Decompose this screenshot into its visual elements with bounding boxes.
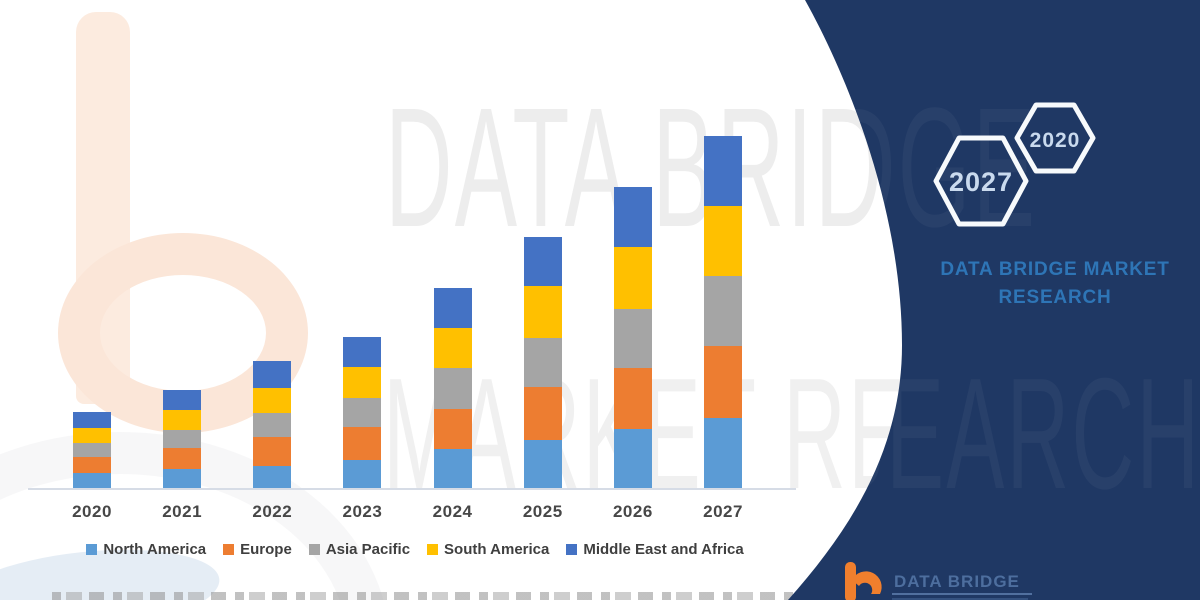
bar-segment-middle-east-and-africa [253,361,292,388]
legend-swatch-icon [223,544,235,555]
bar-segment-europe [523,387,562,440]
x-label-2024: 2024 [432,502,473,521]
x-label-2020: 2020 [72,502,112,521]
legend-swatch-icon [308,544,320,555]
bar-segment-asia-pacific [613,309,652,368]
bar-segment-south-america [704,206,743,276]
bar-segment-asia-pacific [73,443,111,457]
hexagon-2020-icon [1014,102,1096,174]
brand-name-line1: DATA BRIDGE MARKET [940,259,1170,280]
bar-2021 [163,390,202,488]
legend-item-asia-pacific: Asia Pacific [308,541,411,558]
bar-2023 [343,337,382,488]
bar-segment-north-america [523,440,562,488]
footer-logo-cropped-row [892,598,1028,600]
bar-segment-middle-east-and-africa [163,390,202,410]
x-label-2025: 2025 [522,502,563,521]
bar-2025 [523,237,562,488]
x-label-2027: 2027 [703,502,743,521]
bar-segment-north-america [433,449,472,488]
bar-segment-middle-east-and-africa [433,288,472,328]
bar-segment-europe [343,427,382,460]
legend-swatch-icon [86,544,98,555]
legend-label: South America [444,541,550,558]
brand-name-line2: RESEARCH [998,286,1112,308]
bar-segment-south-america [253,388,292,413]
bar-segment-middle-east-and-africa [343,337,382,367]
bar-segment-europe [704,346,743,418]
legend-swatch-icon [427,544,439,555]
bar-segment-europe [73,457,111,473]
bar-segment-north-america [343,460,382,488]
bar-segment-asia-pacific [523,338,562,387]
hexagon-2020-label: 2020 [1030,129,1081,152]
legend-item-south-america: South America [427,541,549,558]
bar-segment-south-america [433,328,472,368]
x-label-2023: 2023 [342,502,383,521]
bar-2024 [433,288,472,488]
footer-logo-b-icon [845,562,882,600]
bar-segment-south-america [613,247,652,309]
bar-segment-south-america [343,367,382,398]
brand-name-block: DATA BRIDGE MARKET RESEARCH [898,256,1200,311]
bar-segment-europe [163,448,202,469]
x-axis-line [28,488,796,490]
bar-segment-middle-east-and-africa [523,237,562,286]
bar-segment-asia-pacific [253,413,292,437]
bar-segment-europe [613,368,652,429]
bar-2026 [613,187,652,488]
bar-segment-middle-east-and-africa [73,412,111,428]
bar-2027 [704,136,743,488]
x-label-2026: 2026 [612,502,653,521]
legend-label: Middle East and Africa [583,541,744,558]
bar-segment-middle-east-and-africa [613,187,652,247]
bar-segment-north-america [613,429,652,488]
bar-2020 [73,412,111,488]
x-label-2021: 2021 [162,502,203,521]
bar-segment-south-america [163,410,202,430]
legend-label: Europe [240,541,292,558]
hexagon-2027-icon [933,135,1029,227]
bar-2022 [253,361,292,488]
bar-segment-asia-pacific [704,276,743,346]
bar-segment-north-america [253,466,292,488]
hexagon-2027-label: 2027 [949,167,1013,197]
legend-item-north-america: North America [86,541,206,558]
brand-panel: 2027 2020 [788,0,1200,600]
bar-segment-asia-pacific [343,398,382,427]
bar-segment-europe [253,437,292,466]
legend-label: Asia Pacific [325,541,411,558]
bar-segment-south-america [73,428,111,443]
chart-legend: North America Europe Asia Pacific South Ame… [20,541,810,558]
legend-swatch-icon [566,544,578,555]
bar-segment-europe [433,409,472,449]
brand-panel-shape [788,0,1200,600]
bar-segment-north-america [163,469,202,488]
bar-segment-south-america [523,286,562,338]
legend-label: North America [103,541,207,558]
bar-segment-asia-pacific [163,430,202,448]
footer-logo: DATA BRIDGE [836,556,1046,600]
bar-segment-north-america [73,473,111,488]
legend-item-middle-east-and-africa: Middle East and Africa [566,541,744,558]
x-label-2022: 2022 [252,502,293,521]
bar-segment-north-america [704,418,743,488]
footer-logo-underline [892,593,1032,595]
legend-item-europe: Europe [223,541,292,558]
bar-segment-asia-pacific [433,368,472,409]
footer-logo-text: DATA BRIDGE [894,572,1020,591]
bar-segment-middle-east-and-africa [704,136,743,206]
